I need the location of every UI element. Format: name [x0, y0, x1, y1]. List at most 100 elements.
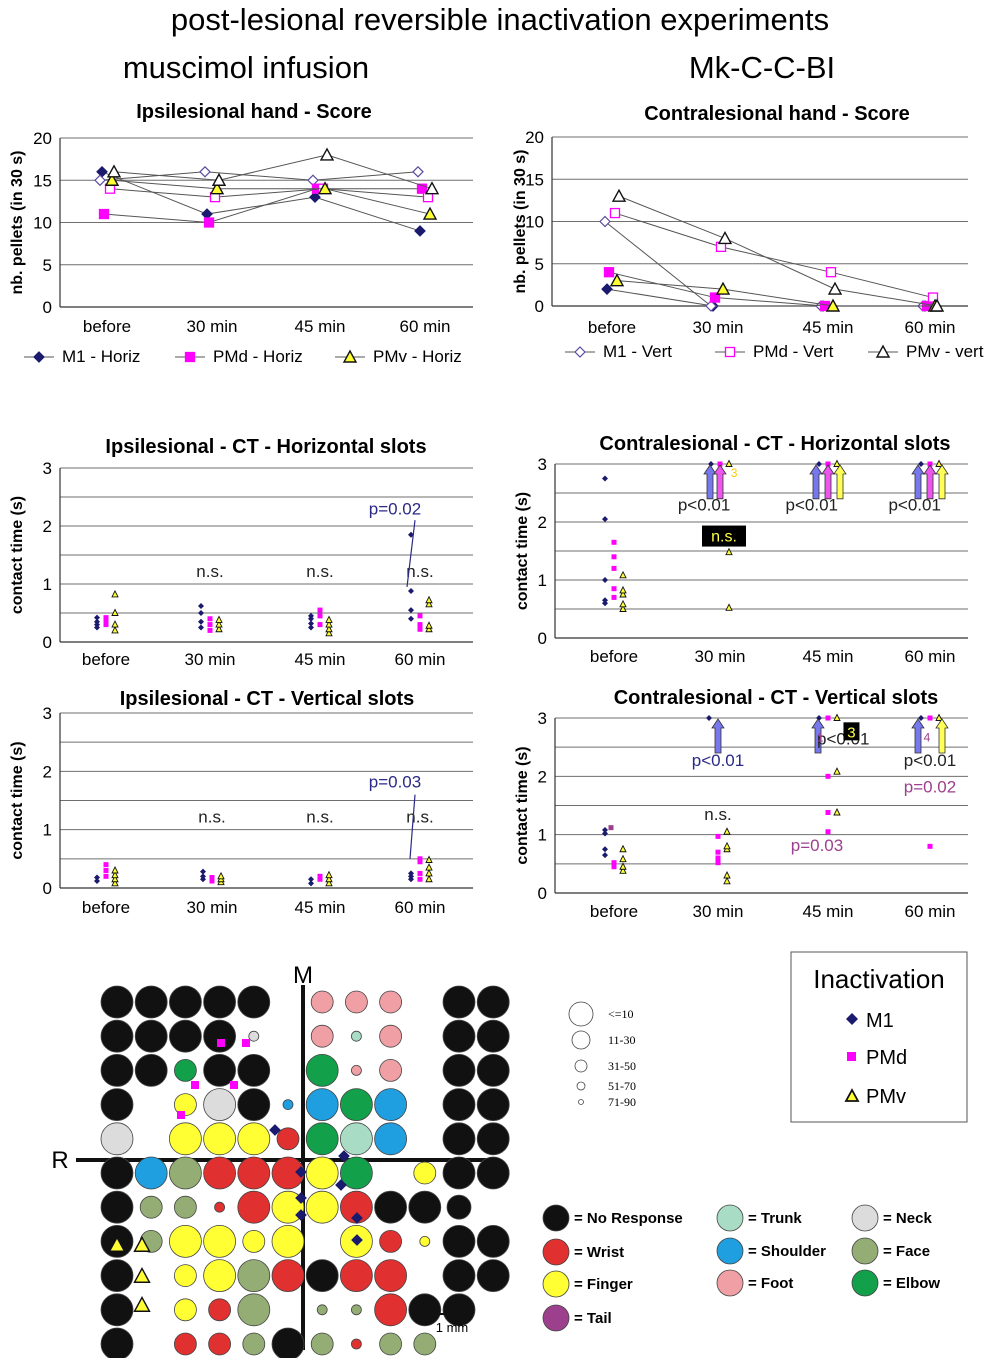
map-pmv-marker: [108, 1236, 126, 1252]
size-legend-circle: [578, 1099, 584, 1105]
map-site: [242, 1332, 266, 1356]
size-legend-label: 51-70: [608, 1079, 636, 1093]
data-point-pmd: [103, 615, 109, 621]
chart-title: Contralesional hand - Score: [644, 103, 910, 125]
x-tick-label: 60 min: [394, 650, 445, 669]
data-point: [317, 181, 333, 195]
data-point-pmd: [715, 833, 721, 839]
data-point-pmv: [723, 870, 731, 879]
size-legend-circle: [574, 1059, 588, 1073]
data-point-pmd: [715, 849, 721, 855]
data-point-pmv: [833, 767, 841, 775]
map-site: [379, 1059, 403, 1082]
data-point-m1: [706, 715, 712, 721]
map-site: [271, 1225, 305, 1258]
annotation: p<0.01: [678, 495, 730, 514]
data-point-pmv: [619, 604, 627, 612]
legend-swatch-shoulder: [716, 1237, 744, 1265]
map-site: [100, 1327, 134, 1358]
legend-m1-label: M1: [866, 1010, 894, 1032]
data-point-pmv: [425, 624, 433, 633]
data-point: [414, 225, 426, 237]
map-site: [208, 1298, 232, 1322]
map-site: [100, 1259, 134, 1292]
map-site: [379, 1230, 403, 1253]
map-site: [173, 1332, 197, 1356]
y-tick-label: 15: [525, 170, 544, 189]
legend-label: PMd - Horiz: [213, 347, 303, 366]
data-point-pmd: [417, 870, 423, 876]
chart-title: Contralesional - CT - Vertical slots: [614, 687, 939, 709]
map-site: [339, 1259, 373, 1292]
map-site: [442, 985, 476, 1019]
map-site: [476, 1054, 510, 1087]
size-legend-circle: [576, 1081, 586, 1091]
y-axis-label: contact time (s): [9, 496, 26, 614]
map-site: [276, 1127, 300, 1151]
map-site: [419, 1236, 431, 1247]
y-tick-label: 2: [43, 517, 52, 536]
data-point-pmv: [619, 844, 627, 853]
chart-title: Ipsilesional hand - Score: [136, 101, 372, 123]
y-tick-label: 0: [538, 629, 547, 648]
data-point-pmd: [927, 715, 933, 721]
map-site: [476, 1122, 510, 1156]
data-point-pmd: [417, 622, 423, 628]
legend-label: PMv - Horiz: [373, 347, 462, 366]
data-point-pmd: [103, 862, 109, 868]
data-point-pmd: [207, 616, 213, 622]
data-point-pmd: [103, 619, 109, 625]
map-site: [237, 1156, 271, 1190]
x-tick-label: 45 min: [294, 898, 345, 917]
data-point-m1: [308, 880, 314, 887]
annotation: n.s.: [306, 562, 333, 581]
map-site: [237, 1054, 271, 1087]
data-point-pmd: [317, 613, 323, 619]
annotation: p=0.02: [369, 499, 421, 518]
map-m1-marker: [295, 1209, 307, 1221]
annotation: 3: [847, 724, 855, 741]
data-point-m1: [200, 873, 206, 880]
data-point-pmv: [619, 589, 627, 598]
data-point-pmv: [723, 827, 731, 835]
map-site: [134, 1019, 168, 1053]
x-tick-label: before: [588, 318, 636, 337]
y-tick-label: 0: [538, 884, 547, 903]
data-point-pmv: [425, 595, 433, 604]
arrow-marker: [935, 464, 949, 500]
map-site: [173, 1264, 197, 1287]
legend-label-wrist: = Wrist: [574, 1244, 624, 1261]
y-tick-label: 3: [43, 704, 52, 723]
y-axis-label: nb. pellets (in 30 s): [512, 149, 529, 293]
chart-contra_ct_h: Contralesional - CT - Horizontal slots 0 1…: [514, 433, 968, 666]
chart-title: Ipsilesional - CT - Vertical slots: [120, 688, 415, 710]
data-point-pmv: [425, 868, 433, 877]
data-point: [717, 230, 733, 245]
y-tick-label: 5: [535, 255, 544, 274]
x-tick-label: 30 min: [186, 898, 237, 917]
data-point-pmd: [825, 829, 831, 835]
y-axis-label: contact time (s): [514, 492, 531, 610]
map-site: [374, 1088, 408, 1121]
data-point-pmd: [717, 461, 723, 467]
map-site: [168, 1019, 202, 1053]
chart-contra_ct_v: Contralesional - CT - Vertical slots 0 1 2 3…: [514, 687, 968, 921]
map-site: [339, 1088, 373, 1121]
data-point-pmv: [325, 628, 333, 637]
map-site: [282, 1099, 294, 1110]
legend-label: PMv - vert: [906, 342, 984, 361]
x-tick-label: before: [590, 647, 638, 666]
arrow-marker: [821, 464, 835, 500]
map-site: [305, 1122, 339, 1156]
data-point-pmv: [111, 589, 119, 598]
data-point-pmd: [715, 855, 721, 861]
map-pmd-marker: [230, 1081, 238, 1089]
data-point-pmd: [103, 873, 109, 879]
count-box: [843, 722, 860, 741]
data-point-m1: [602, 846, 608, 853]
map-site: [100, 1088, 134, 1121]
data-point-m1: [308, 876, 314, 883]
map-site: [374, 1293, 408, 1327]
